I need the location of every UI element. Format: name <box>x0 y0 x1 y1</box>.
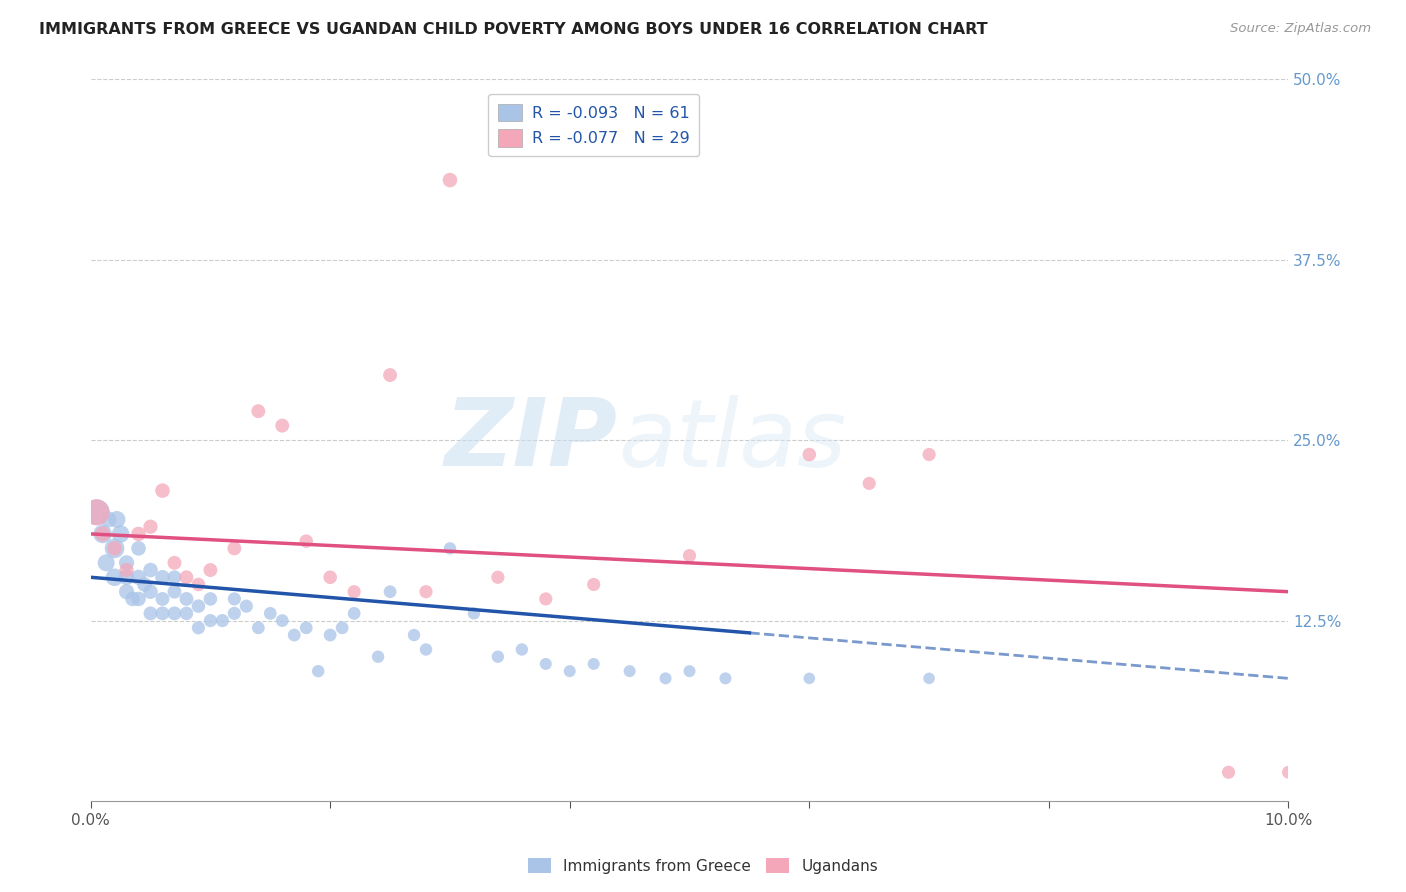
Point <box>582 657 605 671</box>
Point <box>211 614 233 628</box>
Point <box>200 591 222 606</box>
Point <box>858 476 880 491</box>
Point <box>307 664 329 678</box>
Point <box>367 649 389 664</box>
Point <box>402 628 425 642</box>
Point <box>319 570 342 584</box>
Point <box>259 607 281 621</box>
Point <box>128 570 150 584</box>
Point <box>678 549 700 563</box>
Point <box>235 599 257 614</box>
Point <box>134 577 156 591</box>
Point <box>139 607 162 621</box>
Point <box>128 541 150 556</box>
Point <box>510 642 533 657</box>
Point <box>163 584 186 599</box>
Point <box>619 664 641 678</box>
Point <box>534 657 557 671</box>
Point <box>152 591 174 606</box>
Point <box>486 649 509 664</box>
Point <box>534 591 557 606</box>
Point <box>115 584 138 599</box>
Point <box>152 483 174 498</box>
Point <box>330 621 353 635</box>
Point <box>139 563 162 577</box>
Point <box>105 512 128 526</box>
Point <box>139 584 162 599</box>
Point <box>558 664 581 678</box>
Point <box>91 527 114 541</box>
Point <box>139 519 162 533</box>
Point <box>343 607 366 621</box>
Point <box>115 556 138 570</box>
Point <box>200 563 222 577</box>
Point <box>121 591 143 606</box>
Point <box>128 591 150 606</box>
Point <box>463 607 485 621</box>
Point <box>110 527 132 541</box>
Point <box>224 541 246 556</box>
Text: IMMIGRANTS FROM GREECE VS UGANDAN CHILD POVERTY AMONG BOYS UNDER 16 CORRELATION : IMMIGRANTS FROM GREECE VS UGANDAN CHILD … <box>39 22 988 37</box>
Point <box>115 570 138 584</box>
Point <box>176 607 198 621</box>
Point <box>176 570 198 584</box>
Point <box>319 628 342 642</box>
Point <box>115 563 138 577</box>
Point <box>187 577 209 591</box>
Point <box>152 607 174 621</box>
Point <box>152 570 174 584</box>
Point <box>415 642 437 657</box>
Point <box>96 556 118 570</box>
Legend: Immigrants from Greece, Ugandans: Immigrants from Greece, Ugandans <box>522 852 884 880</box>
Point <box>247 621 270 635</box>
Point <box>86 505 108 519</box>
Point <box>128 527 150 541</box>
Point <box>97 512 120 526</box>
Point <box>103 541 125 556</box>
Point <box>918 448 941 462</box>
Text: atlas: atlas <box>617 394 846 485</box>
Point <box>1277 765 1299 780</box>
Point <box>224 591 246 606</box>
Point <box>343 584 366 599</box>
Point <box>176 591 198 606</box>
Point <box>486 570 509 584</box>
Point <box>103 541 125 556</box>
Point <box>86 505 108 519</box>
Point <box>295 534 318 549</box>
Point <box>918 672 941 686</box>
Point <box>271 418 294 433</box>
Point <box>283 628 305 642</box>
Point <box>163 556 186 570</box>
Point <box>439 541 461 556</box>
Point <box>582 577 605 591</box>
Point <box>295 621 318 635</box>
Point <box>163 570 186 584</box>
Point <box>378 368 401 382</box>
Point <box>654 672 676 686</box>
Point <box>378 584 401 599</box>
Point <box>163 607 186 621</box>
Point <box>187 599 209 614</box>
Point <box>200 614 222 628</box>
Point <box>799 672 821 686</box>
Point <box>799 448 821 462</box>
Point <box>271 614 294 628</box>
Point <box>187 621 209 635</box>
Point <box>439 173 461 187</box>
Point <box>224 607 246 621</box>
Text: Source: ZipAtlas.com: Source: ZipAtlas.com <box>1230 22 1371 36</box>
Point <box>714 672 737 686</box>
Point <box>103 570 125 584</box>
Point <box>678 664 700 678</box>
Point <box>247 404 270 418</box>
Legend: R = -0.093   N = 61, R = -0.077   N = 29: R = -0.093 N = 61, R = -0.077 N = 29 <box>488 95 699 156</box>
Point <box>91 527 114 541</box>
Text: ZIP: ZIP <box>444 394 617 486</box>
Point <box>415 584 437 599</box>
Point <box>1218 765 1240 780</box>
